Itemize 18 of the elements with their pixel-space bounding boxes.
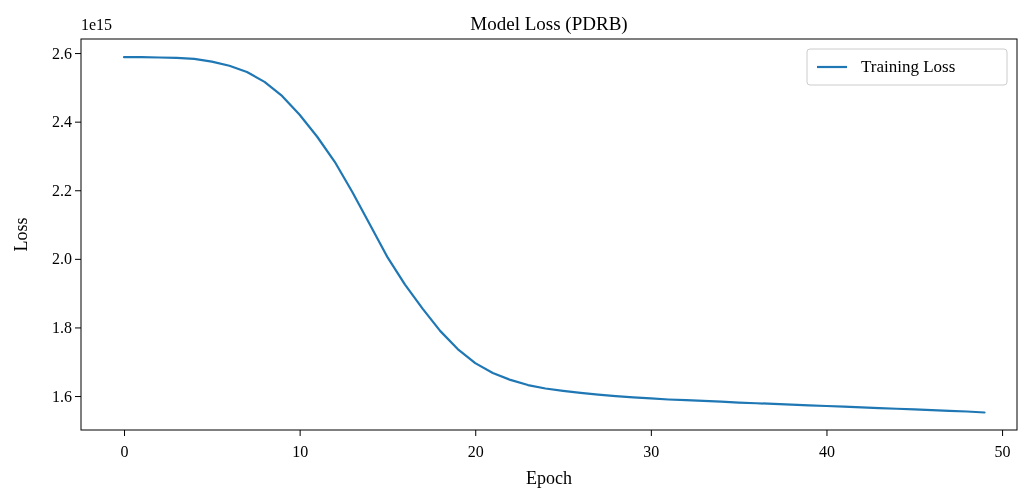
y-tick-label: 2.6 — [52, 44, 72, 62]
x-axis-title: Epoch — [526, 468, 572, 488]
chart-title: Model Loss (PDRB) — [470, 13, 628, 35]
y-tick-label: 1.8 — [52, 319, 72, 337]
x-tick-label: 10 — [292, 442, 309, 460]
y-tick-label: 1.6 — [52, 387, 72, 405]
y-tick-label: 2.4 — [52, 113, 72, 131]
x-tick-label: 20 — [467, 442, 484, 460]
legend-label: Training Loss — [861, 57, 956, 76]
y-tick-label: 2.0 — [52, 250, 72, 268]
x-tick-label: 40 — [818, 442, 835, 460]
y-axis-title: Loss — [11, 217, 31, 252]
x-tick-label: 50 — [994, 442, 1011, 460]
x-tick-label: 0 — [120, 442, 129, 460]
x-tick-label: 30 — [643, 442, 660, 460]
line-series — [122, 56, 986, 414]
text: 1e15 — [81, 16, 113, 33]
y-tick-label: 2.2 — [52, 181, 72, 199]
